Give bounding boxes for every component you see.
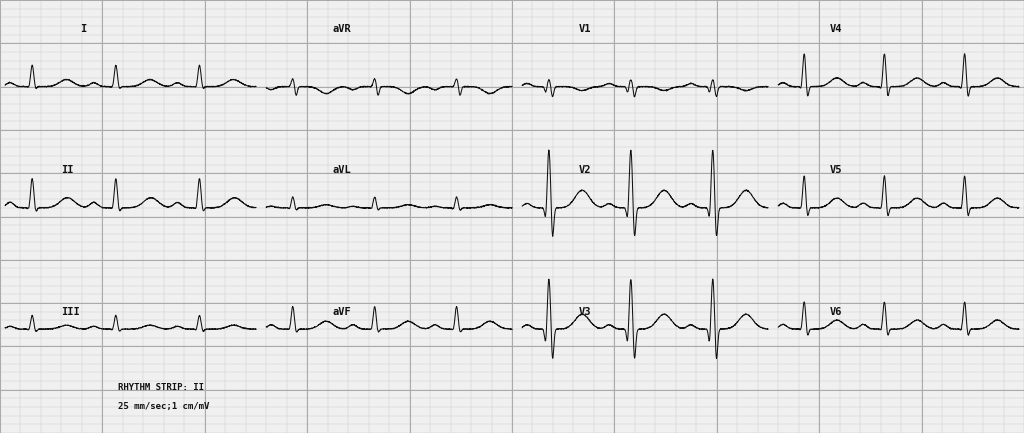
Text: aVF: aVF bbox=[333, 307, 351, 317]
Text: aVL: aVL bbox=[333, 165, 351, 174]
Text: 25 mm/sec;1 cm/mV: 25 mm/sec;1 cm/mV bbox=[118, 402, 209, 411]
Text: III: III bbox=[61, 307, 80, 317]
Text: I: I bbox=[80, 24, 86, 34]
Text: RHYTHM STRIP: II: RHYTHM STRIP: II bbox=[118, 383, 204, 392]
Text: II: II bbox=[61, 165, 74, 174]
Text: V2: V2 bbox=[579, 165, 591, 174]
Text: aVR: aVR bbox=[333, 24, 351, 34]
Text: V3: V3 bbox=[579, 307, 591, 317]
Text: V5: V5 bbox=[829, 165, 842, 174]
Text: V1: V1 bbox=[579, 24, 591, 34]
Text: V4: V4 bbox=[829, 24, 842, 34]
Text: V6: V6 bbox=[829, 307, 842, 317]
